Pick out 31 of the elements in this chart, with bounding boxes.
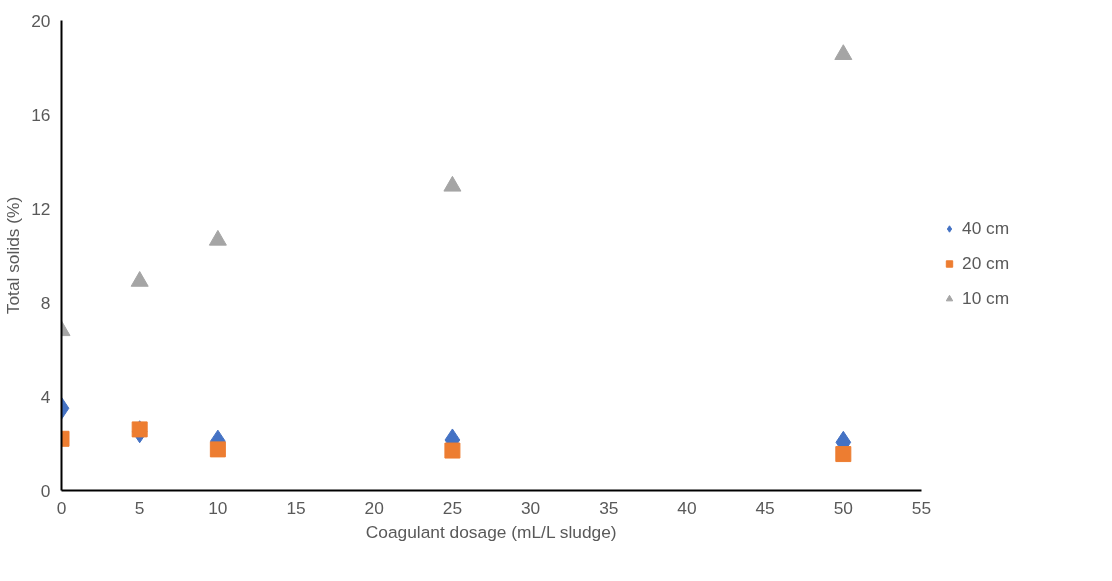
point <box>834 44 853 60</box>
x-tick-label: 10 <box>208 497 228 518</box>
legend-label: 20 cm <box>962 252 1010 274</box>
legend-label: 10 cm <box>962 287 1010 309</box>
y-tick-label: 16 <box>31 104 51 125</box>
x-tick-label: 35 <box>599 497 619 518</box>
x-tick-label: 40 <box>677 497 697 518</box>
point <box>208 229 227 246</box>
y-tick-label: 8 <box>40 292 51 313</box>
y-tick-label: 12 <box>31 198 51 219</box>
point <box>131 421 148 438</box>
x-tick-label: 20 <box>364 497 384 518</box>
x-tick-label: 5 <box>134 497 145 518</box>
point <box>130 271 149 287</box>
point <box>444 442 461 459</box>
x-tick-label: 0 <box>56 497 67 518</box>
y-axis-title: Total solids (%) <box>3 196 24 315</box>
y-tick-label: 4 <box>40 386 51 407</box>
x-tick-label: 50 <box>833 497 853 518</box>
y-tick-label: 20 <box>31 10 51 31</box>
x-tick-label: 45 <box>755 497 775 518</box>
point <box>835 446 852 463</box>
x-tick-label: 25 <box>442 497 463 518</box>
x-tick-label: 15 <box>286 497 306 518</box>
point <box>443 175 462 192</box>
legend-label: 40 cm <box>962 217 1010 239</box>
x-tick-label: 30 <box>520 497 541 518</box>
y-tick-label: 0 <box>40 480 51 501</box>
x-axis-title: Coagulant dosage (mL/L sludge) <box>365 521 617 542</box>
point <box>209 441 226 458</box>
x-tick-label: 55 <box>911 497 932 518</box>
